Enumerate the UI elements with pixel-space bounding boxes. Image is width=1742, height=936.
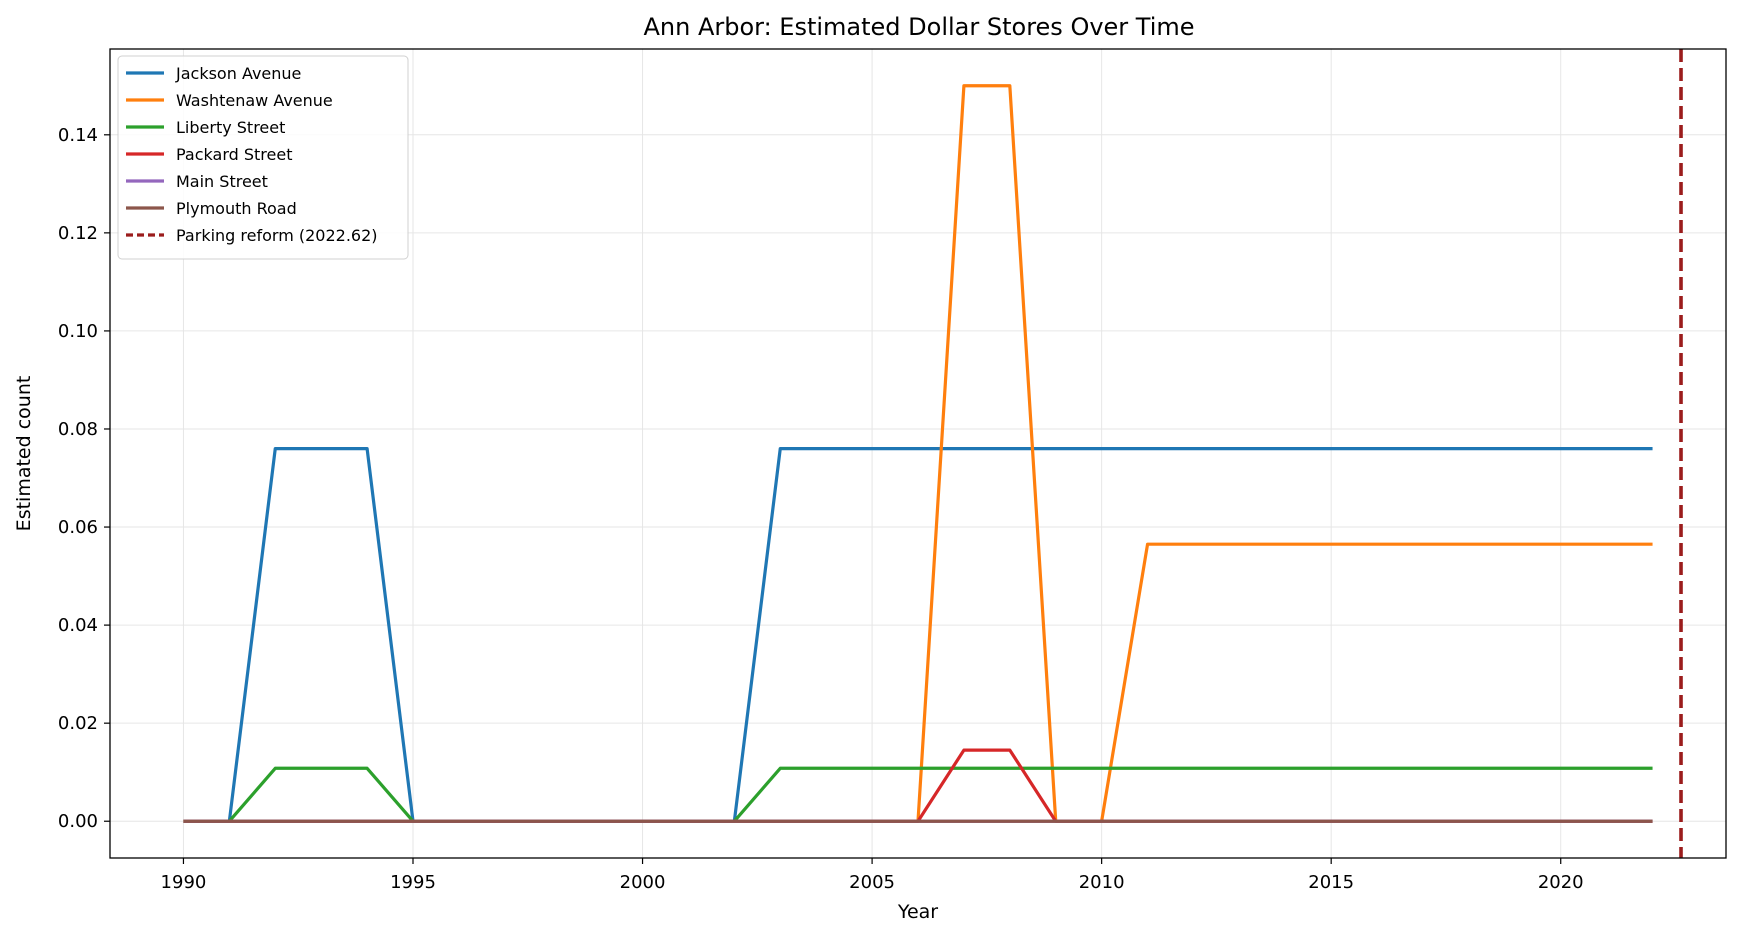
x-axis-ticks: 1990 1995 2000 2005 2010 2015 2020 <box>161 858 1584 893</box>
y-tick-label: 0.06 <box>58 517 98 538</box>
y-axis-title: Estimated count <box>13 376 35 532</box>
y-tick-label: 0.14 <box>58 125 98 146</box>
series-line-washtenaw-avenue <box>183 84 1653 823</box>
series-layer <box>183 84 1653 823</box>
legend-label-liberty-street: Liberty Street <box>176 118 285 137</box>
y-tick-label: 0.12 <box>58 223 98 244</box>
x-tick-label: 2010 <box>1079 872 1125 893</box>
legend-label-parking-reform-2022-62: Parking reform (2022.62) <box>176 226 378 245</box>
plot-frame <box>109 48 1727 859</box>
legend-label-plymouth-road: Plymouth Road <box>176 199 297 218</box>
x-axis-title: Year <box>897 901 938 923</box>
y-axis-ticks: 0.00 0.02 0.04 0.06 0.08 0.10 0.12 0.14 <box>58 125 110 832</box>
x-tick-label: 2020 <box>1538 872 1584 893</box>
x-tick-label: 2005 <box>849 872 895 893</box>
x-tick-label: 2000 <box>620 872 666 893</box>
x-tick-label: 2015 <box>1308 872 1354 893</box>
x-tick-label: 1990 <box>161 872 207 893</box>
legend-label-packard-street: Packard Street <box>176 145 292 164</box>
series-line-jackson-avenue <box>183 447 1653 823</box>
legend-label-main-street: Main Street <box>176 172 268 191</box>
legend: Jackson Avenue Washtenaw Avenue Liberty St… <box>117 55 409 260</box>
legend-box <box>117 55 409 260</box>
legend-label-jackson-avenue: Jackson Avenue <box>175 64 301 83</box>
legend-label-washtenaw-avenue: Washtenaw Avenue <box>176 91 333 110</box>
y-tick-label: 0.08 <box>58 419 98 440</box>
y-tick-label: 0.04 <box>58 615 98 636</box>
y-tick-label: 0.10 <box>58 321 98 342</box>
chart-title: Ann Arbor: Estimated Dollar Stores Over … <box>643 13 1194 41</box>
series-line-liberty-street <box>183 766 1653 823</box>
y-tick-label: 0.02 <box>58 713 98 734</box>
y-tick-label: 0.00 <box>58 811 98 832</box>
x-tick-label: 1995 <box>390 872 436 893</box>
